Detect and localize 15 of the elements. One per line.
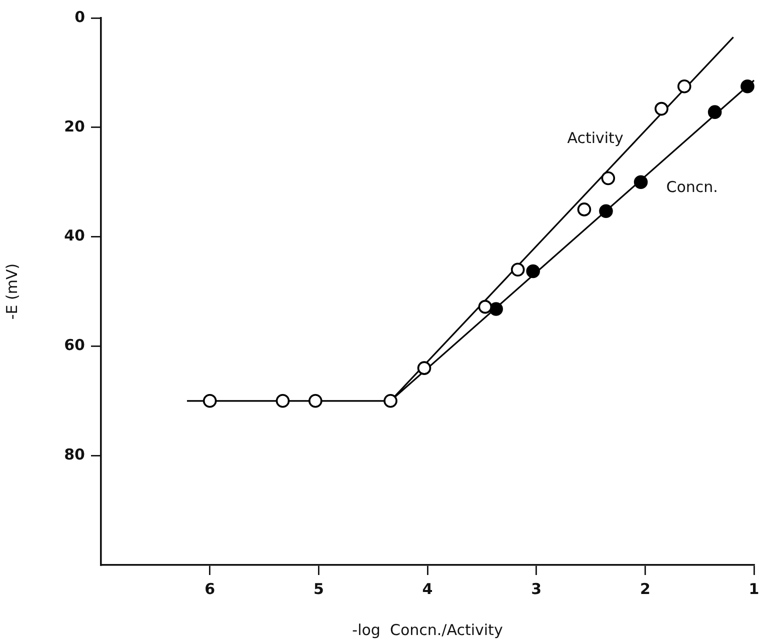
x-tick-label: 6 bbox=[204, 580, 216, 598]
x-tick-label: 1 bbox=[748, 580, 760, 598]
x-tick-label: 2 bbox=[640, 580, 650, 598]
x-tick-label: 4 bbox=[422, 580, 433, 598]
x-tick-label: 5 bbox=[313, 580, 324, 598]
x-axis-title: -log Concn./Activity bbox=[352, 620, 503, 639]
x-tick-label: 3 bbox=[531, 580, 542, 598]
y-tick-label: 60 bbox=[64, 336, 85, 354]
y-axis-title: -E (mV) bbox=[2, 263, 21, 320]
y-tick-label: 40 bbox=[64, 226, 85, 245]
y-tick-label: 20 bbox=[64, 117, 85, 136]
series-label: Concn. bbox=[666, 178, 718, 196]
series-label: Activity bbox=[567, 128, 624, 147]
y-tick-label: 0 bbox=[74, 8, 85, 26]
y-tick-label: 80 bbox=[64, 445, 85, 464]
